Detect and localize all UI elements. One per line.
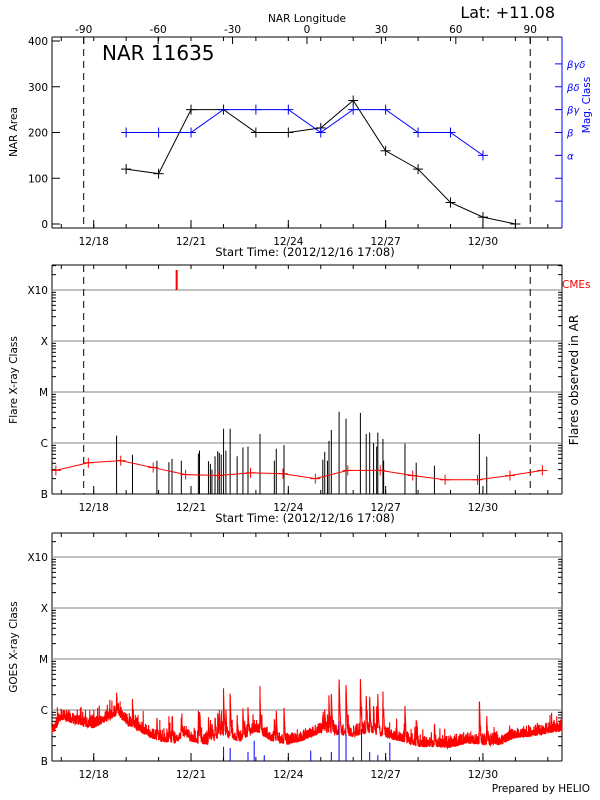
y-tick-label: C <box>41 438 48 450</box>
y-tick-label: X <box>41 603 48 615</box>
flares-observed-axis-title: Flares observed in AR <box>567 315 581 445</box>
region-name-label: NAR 11635 <box>102 41 215 65</box>
longitude-tick-label: 0 <box>304 24 311 36</box>
x-tick-label: 12/21 <box>176 502 206 514</box>
area-series-line <box>126 99 516 225</box>
longitude-tick-label: -90 <box>75 24 92 36</box>
x-tick-label: 12/18 <box>79 502 109 514</box>
longitude-tick-label: 30 <box>375 24 388 36</box>
mag-class-tick-label: βδ <box>566 83 580 94</box>
y-tick-label: M <box>39 387 48 399</box>
x-tick-label: 12/30 <box>468 236 498 248</box>
x-tick-label: 12/27 <box>371 769 401 781</box>
mag-class-tick-label: βγδ <box>566 60 585 71</box>
x-tick-label: 12/18 <box>79 769 109 781</box>
y-tick-label: B <box>41 489 48 501</box>
mag_class-series-line <box>126 109 484 156</box>
y-tick-label: 300 <box>28 82 48 94</box>
y-tick-label: X <box>41 336 48 348</box>
longitude-tick-label: -30 <box>224 24 241 36</box>
latitude-label: Lat: +11.08 <box>460 3 555 22</box>
goes-xray-flux-line <box>51 678 563 750</box>
y-axis-title: GOES X-ray Class <box>8 601 20 692</box>
mag-class-tick-label: β <box>566 129 574 140</box>
x-tick-label: 12/21 <box>176 769 206 781</box>
x-axis-title: Start Time: (2012/12/16 17:08) <box>215 511 394 525</box>
y-tick-label: X10 <box>27 552 48 564</box>
cme-legend-label: CMEs <box>562 279 591 291</box>
longitude-tick-label: 60 <box>449 24 462 36</box>
y-axis-title: Flare X-ray Class <box>8 336 20 424</box>
x-axis-title: Start Time: (2012/12/16 17:08) <box>215 245 394 259</box>
flare-projection-line <box>55 460 543 481</box>
x-tick-label: 12/30 <box>468 769 498 781</box>
x-tick-label: 12/24 <box>273 236 304 248</box>
y-tick-label: B <box>41 756 48 768</box>
credit-label: Prepared by HELIO <box>492 783 590 795</box>
x-tick-label: 12/24 <box>273 502 304 514</box>
mag-class-tick-label: α <box>567 151 574 162</box>
y-axis-title: NAR Area <box>8 107 20 157</box>
x-tick-label: 12/27 <box>371 502 401 514</box>
x-tick-label: 12/18 <box>79 236 109 248</box>
y-tick-label: 100 <box>28 173 48 185</box>
x-tick-label: 12/21 <box>176 236 206 248</box>
x-tick-label: 12/24 <box>273 769 304 781</box>
y-tick-label: M <box>39 654 48 666</box>
y-tick-label: 400 <box>28 36 48 48</box>
y-tick-label: X10 <box>27 285 48 297</box>
x-tick-label: 12/30 <box>468 502 498 514</box>
mag-class-tick-label: βγ <box>566 106 580 117</box>
y-tick-label: C <box>41 705 48 717</box>
x-tick-label: 12/27 <box>371 236 401 248</box>
mag-class-axis-title: Mag. Class <box>581 77 593 133</box>
y-tick-label: 0 <box>41 219 48 231</box>
y-tick-label: 200 <box>28 128 48 140</box>
longitude-tick-label: 90 <box>524 24 537 36</box>
longitude-tick-label: -60 <box>150 24 167 36</box>
longitude-axis-title: NAR Longitude <box>268 13 346 25</box>
